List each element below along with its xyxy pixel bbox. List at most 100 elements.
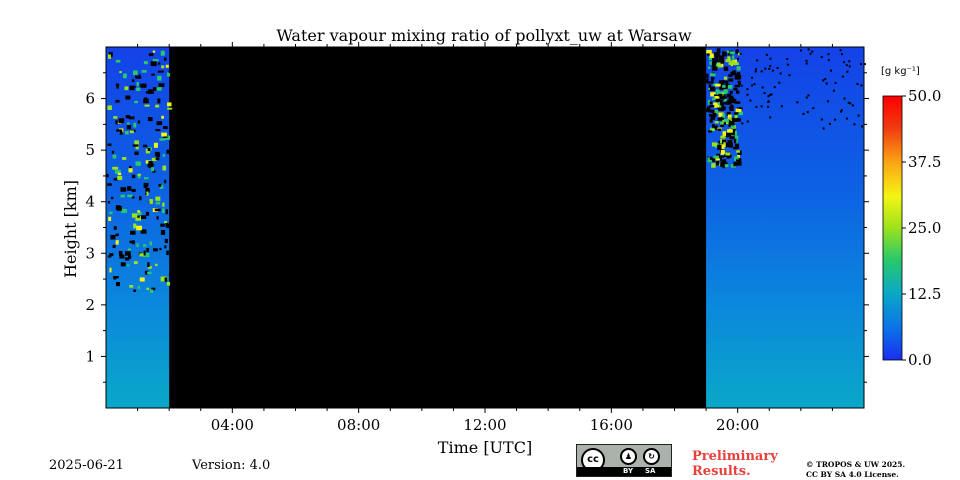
signal-cell bbox=[736, 150, 740, 153]
signal-cell bbox=[709, 119, 713, 123]
signal-cell bbox=[730, 164, 736, 168]
cc-license-badge[interactable]: cc ♟ ↻ BY SA bbox=[576, 444, 672, 477]
signal-cell bbox=[159, 247, 162, 251]
signal-cell bbox=[149, 241, 152, 246]
signal-cell bbox=[110, 234, 116, 240]
signal-cell bbox=[733, 146, 738, 150]
signal-cell bbox=[805, 96, 808, 99]
signal-cell bbox=[713, 125, 718, 129]
signal-cell bbox=[707, 106, 711, 111]
signal-cell bbox=[860, 63, 862, 66]
signal-cell bbox=[715, 52, 720, 56]
chart-title: Water vapour mixing ratio of pollyxt_uw … bbox=[276, 26, 692, 45]
signal-cell bbox=[118, 118, 124, 124]
signal-cell bbox=[733, 135, 739, 140]
signal-cell bbox=[163, 135, 168, 138]
signal-cell bbox=[107, 54, 111, 59]
signal-cell bbox=[760, 105, 763, 108]
cc-by-label: BY bbox=[623, 467, 634, 475]
signal-cell bbox=[710, 92, 716, 97]
signal-cell bbox=[712, 97, 716, 101]
signal-cell bbox=[713, 52, 717, 55]
signal-cell bbox=[779, 72, 782, 75]
signal-cell bbox=[165, 209, 168, 215]
copyright-note: © TROPOS & UW 2025. CC BY SA 4.0 License… bbox=[806, 460, 905, 480]
cc-sa-label: SA bbox=[645, 467, 656, 475]
signal-cell bbox=[147, 148, 151, 151]
signal-cell bbox=[157, 62, 161, 65]
signal-cell bbox=[729, 108, 734, 111]
signal-cell bbox=[848, 60, 851, 63]
signal-cell bbox=[161, 132, 167, 137]
signal-cell bbox=[754, 70, 757, 73]
plot-area bbox=[105, 46, 866, 409]
signal-cell bbox=[732, 128, 736, 134]
signal-cell bbox=[107, 143, 112, 146]
signal-cell bbox=[141, 83, 147, 88]
signal-cell bbox=[723, 76, 728, 80]
signal-cell bbox=[737, 150, 742, 155]
signal-cell bbox=[120, 262, 126, 267]
signal-cell bbox=[736, 156, 739, 160]
signal-cell bbox=[137, 174, 141, 179]
signal-cell bbox=[714, 158, 720, 161]
signal-cell bbox=[147, 262, 150, 267]
signal-cell bbox=[809, 52, 812, 55]
signal-cell bbox=[724, 83, 730, 89]
signal-cell bbox=[149, 163, 154, 168]
signal-cell bbox=[135, 216, 141, 221]
signal-cell bbox=[721, 159, 727, 163]
signal-cell bbox=[712, 110, 719, 114]
signal-cell bbox=[719, 80, 725, 84]
signal-cell bbox=[740, 84, 743, 87]
signal-cell bbox=[840, 109, 843, 112]
signal-cell bbox=[166, 250, 169, 256]
signal-cell bbox=[713, 102, 718, 106]
signal-cell bbox=[763, 92, 766, 95]
signal-cell bbox=[113, 178, 119, 181]
signal-cell bbox=[863, 63, 866, 66]
signal-cell bbox=[716, 98, 720, 103]
signal-cell bbox=[127, 186, 132, 191]
y-axis: 1 2 3 4 5 6 bbox=[85, 72, 869, 383]
signal-cell bbox=[120, 194, 125, 198]
signal-cell bbox=[735, 108, 742, 113]
signal-cell bbox=[166, 149, 173, 154]
copyright-line-1: © TROPOS & UW 2025. bbox=[806, 460, 906, 469]
colorbar-ticks: 0.0 12.5 25.0 37.5 50.0 bbox=[902, 87, 941, 369]
signal-cell bbox=[714, 94, 720, 97]
signal-cell bbox=[109, 253, 114, 256]
y-axis-label: Height [km] bbox=[61, 180, 80, 278]
preliminary-results-note: Preliminary Results. bbox=[692, 449, 778, 479]
signal-cell bbox=[112, 244, 116, 248]
signal-cell bbox=[719, 102, 724, 107]
signal-cell bbox=[842, 61, 845, 64]
signal-cell bbox=[145, 187, 150, 193]
signal-cell bbox=[160, 50, 165, 56]
signal-cell bbox=[121, 208, 127, 213]
signal-cell bbox=[133, 122, 137, 128]
signal-cell bbox=[725, 80, 729, 85]
signal-cell bbox=[710, 73, 716, 77]
signal-cell bbox=[771, 69, 774, 72]
signal-cell bbox=[125, 95, 131, 100]
signal-cell bbox=[726, 111, 731, 116]
signal-cell bbox=[137, 120, 141, 124]
signal-cell bbox=[722, 164, 729, 168]
signal-cell bbox=[156, 121, 163, 126]
signal-cell bbox=[807, 48, 810, 51]
signal-cell bbox=[112, 154, 117, 159]
signal-cell bbox=[729, 60, 736, 66]
signal-cell bbox=[164, 179, 167, 184]
signal-cell bbox=[165, 135, 170, 140]
signal-cell bbox=[135, 75, 138, 78]
signal-cell bbox=[715, 55, 719, 60]
signal-cell bbox=[131, 213, 138, 218]
signal-cell bbox=[125, 115, 130, 119]
signal-cell bbox=[709, 114, 715, 117]
signal-cell bbox=[721, 106, 726, 111]
signal-cell bbox=[164, 245, 167, 249]
signal-cell bbox=[166, 223, 172, 229]
signal-cell bbox=[132, 144, 139, 147]
signal-cell bbox=[734, 130, 737, 136]
